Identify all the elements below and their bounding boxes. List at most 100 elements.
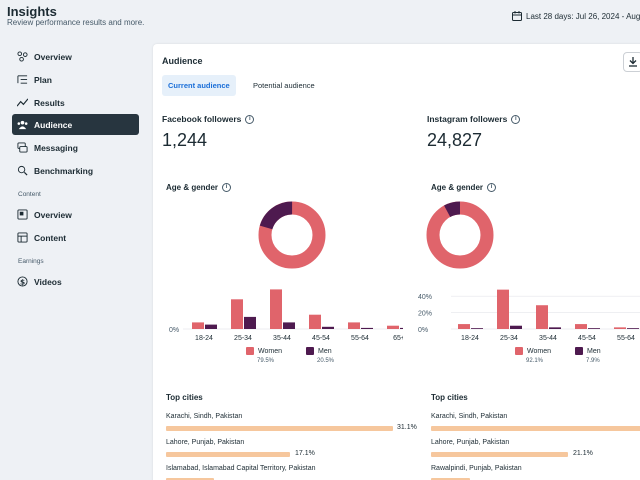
bar-men: [205, 324, 217, 329]
x-tick-label: 55-64: [617, 335, 635, 342]
date-range-picker[interactable]: Last 28 days: Jul 26, 2024 - Aug: [512, 11, 640, 21]
sidebar-section-content: Content: [18, 191, 41, 198]
legend-men-label: Men: [318, 347, 332, 355]
bar-women: [192, 322, 204, 329]
y-tick-label: 40%: [418, 294, 432, 301]
svg-text:$: $: [20, 277, 25, 286]
facebook-followers-text: Facebook followers: [162, 114, 242, 124]
bar-women: [309, 314, 321, 329]
city-name: Lahore, Punjab, Pakistan: [166, 439, 245, 446]
panel-title: Audience: [162, 56, 203, 66]
legend-men: Men 7.9%: [575, 347, 601, 364]
benchmarking-icon: [17, 165, 28, 176]
instagram-age-gender-chart: 0% 20% 40% 18-24 25-34 35-44 45-54 55-64: [418, 201, 640, 342]
bar-women: [575, 324, 587, 329]
x-tick-label: 55-64: [351, 335, 369, 342]
bar-women: [614, 327, 626, 329]
legend-women: Women 79.5%: [246, 347, 282, 364]
women-percent: 79.5%: [257, 358, 275, 364]
page-title: Insights: [7, 4, 57, 19]
sidebar-item-content-overview[interactable]: Overview: [12, 204, 139, 225]
sidebar-item-messaging[interactable]: Messaging: [12, 137, 139, 158]
city-percent: 31.1%: [397, 424, 417, 431]
bar-men: [283, 322, 295, 329]
overview-icon: [17, 51, 28, 62]
facebook-followers-count: 1,244: [162, 130, 208, 150]
city-bar: [166, 478, 214, 480]
info-icon[interactable]: i: [222, 183, 232, 192]
sidebar-item-label: Results: [34, 97, 65, 108]
x-tick-label: 35-44: [273, 335, 291, 342]
facebook-age-gender-chart: 0% 18-24 25-34 35-44 45-54 55-64 65+: [169, 201, 403, 342]
calendar-icon: [512, 11, 522, 21]
bar-men: [471, 328, 483, 329]
donut-men-segment: [426, 201, 494, 269]
plan-icon: [17, 75, 28, 84]
facebook-legend: Women 79.5% Men 20.5%: [246, 347, 334, 364]
sidebar-item-label: Messaging: [34, 142, 78, 153]
men-swatch: [306, 347, 314, 355]
men-percent: 20.5%: [317, 358, 335, 364]
city-name: Rawalpindi, Punjab, Pakistan: [431, 465, 522, 472]
legend-women-label: Women: [258, 347, 282, 355]
sidebar-item-label: Audience: [34, 119, 73, 130]
sidebar-section-earnings: Earnings: [18, 258, 44, 265]
bar-men: [627, 328, 639, 329]
city-percent: 17.1%: [295, 450, 315, 457]
bar-men: [588, 328, 600, 329]
legend-women-label: Women: [527, 347, 551, 355]
city-percent: 21.1%: [573, 450, 593, 457]
city-bar: [431, 452, 568, 457]
bar-women: [497, 289, 509, 329]
bar-women: [458, 324, 470, 329]
city-name: Islamabad, Islamabad Capital Territory, …: [166, 465, 316, 472]
instagram-followers-count: 24,827: [427, 130, 483, 150]
sidebar-item-label: Plan: [34, 74, 52, 85]
sidebar-item-content[interactable]: Content: [12, 227, 139, 248]
city-name: Karachi, Sindh, Pakistan: [431, 413, 508, 420]
legend-men-label: Men: [587, 347, 601, 355]
sidebar-item-videos[interactable]: $ Videos: [12, 271, 139, 292]
x-tick-label: 18-24: [461, 335, 479, 342]
info-icon[interactable]: i: [245, 114, 255, 124]
info-icon[interactable]: i: [487, 183, 497, 192]
men-swatch: [575, 347, 583, 355]
instagram-legend: Women 92.1% Men 7.9%: [515, 347, 601, 364]
x-tick-label: 45-54: [312, 335, 330, 342]
bar-women: [348, 322, 360, 329]
city-bar: [166, 426, 393, 431]
page-subtitle: Review performance results and more.: [7, 18, 145, 27]
download-button[interactable]: [623, 52, 640, 72]
results-icon: [17, 98, 28, 107]
sidebar-item-benchmarking[interactable]: Benchmarking: [12, 160, 139, 181]
women-swatch: [515, 347, 523, 355]
sidebar-item-audience[interactable]: Audience: [12, 114, 139, 135]
bar-men: [549, 327, 561, 329]
sidebar-item-plan[interactable]: Plan: [12, 69, 139, 90]
facebook-followers-label: Facebook followers i: [162, 114, 255, 124]
women-swatch: [246, 347, 254, 355]
sidebar-item-label: Overview: [34, 51, 72, 62]
y-tick-label: 0%: [418, 327, 428, 334]
women-percent: 92.1%: [526, 358, 544, 364]
y-tick-label: 0%: [169, 327, 179, 334]
city-name: Lahore, Punjab, Pakistan: [431, 439, 510, 446]
tab-current-audience[interactable]: Current audience: [162, 75, 236, 96]
sidebar-item-overview[interactable]: Overview: [12, 46, 139, 67]
sidebar-item-label: Content: [34, 232, 67, 243]
age-gender-text: Age & gender: [166, 183, 219, 192]
instagram-followers-label: Instagram followers i: [427, 114, 521, 124]
legend-women: Women 92.1%: [515, 347, 551, 364]
sidebar-item-label: Videos: [34, 276, 62, 287]
age-gender-text: Age & gender: [431, 183, 484, 192]
date-range-label: Last 28 days: Jul 26, 2024 - Aug: [526, 11, 640, 21]
instagram-followers-text: Instagram followers: [427, 114, 508, 124]
x-tick-label: 25-34: [234, 335, 252, 342]
tab-potential-audience[interactable]: Potential audience: [253, 81, 315, 90]
x-tick-label: 18-24: [195, 335, 213, 342]
sidebar-item-results[interactable]: Results: [12, 92, 139, 113]
instagram-top-cities-label: Top cities: [431, 393, 468, 402]
instagram-age-gender-label: Age & gender i: [431, 183, 497, 192]
sidebar-item-label: Overview: [34, 209, 72, 220]
info-icon[interactable]: i: [511, 114, 521, 124]
